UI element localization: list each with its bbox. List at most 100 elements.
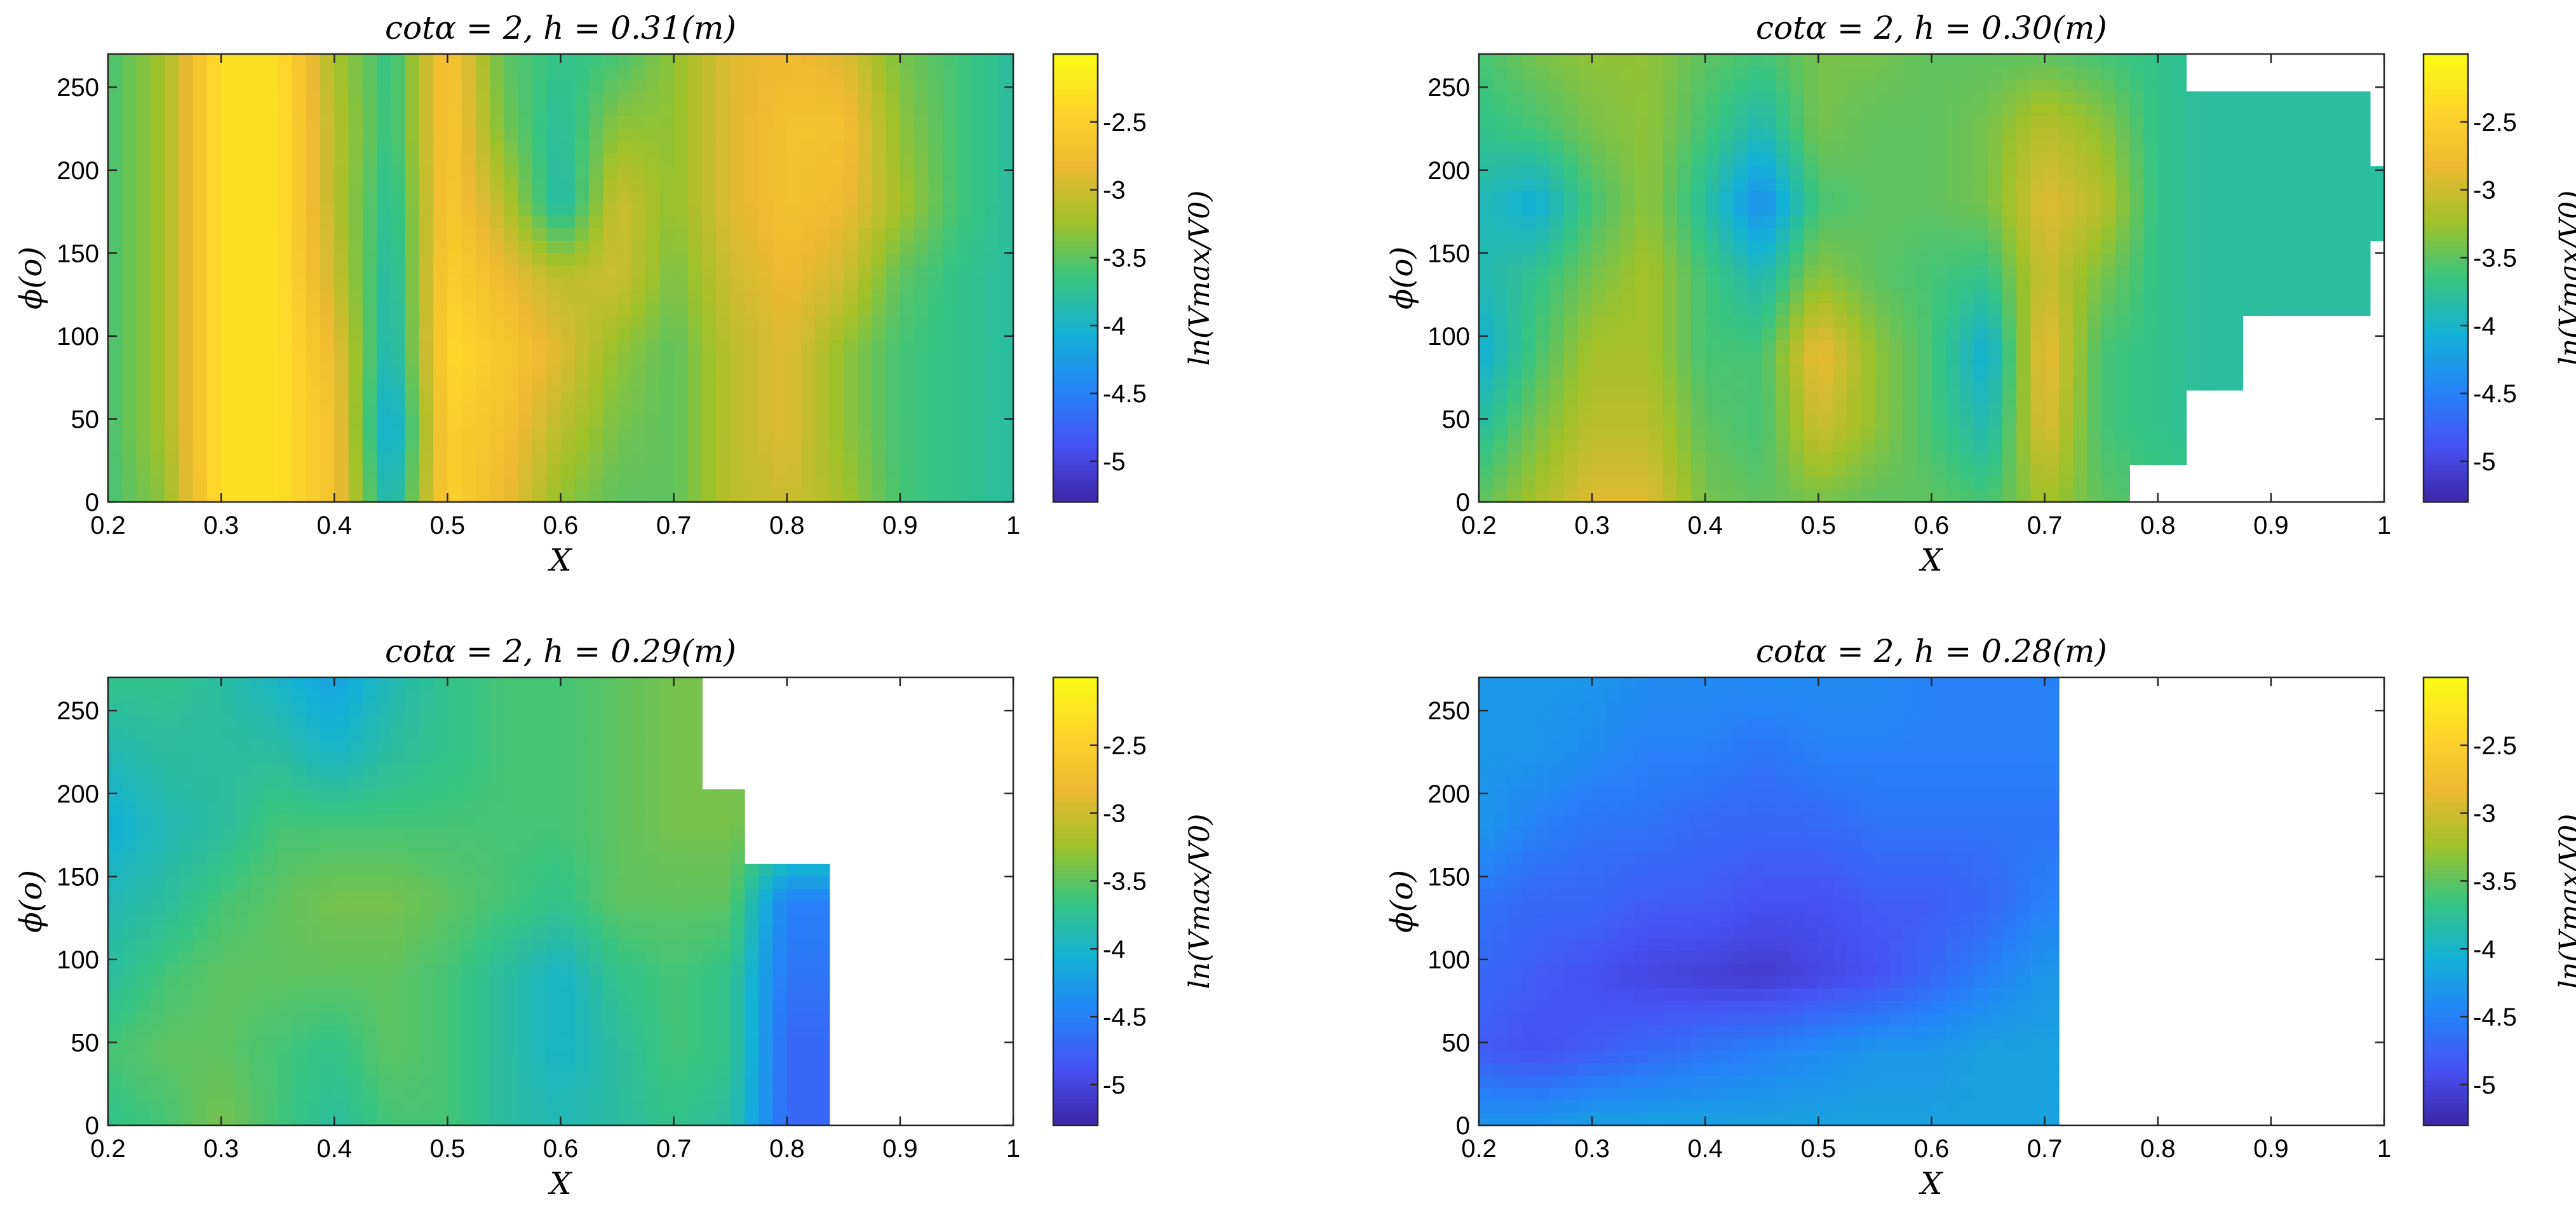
colorbar-segment — [1053, 390, 1098, 395]
heatmap-cell — [405, 402, 420, 416]
heatmap-cell — [1974, 278, 1989, 291]
heatmap-cell — [1705, 79, 1720, 92]
heatmap-cell — [886, 104, 901, 117]
heatmap-cell — [108, 727, 123, 740]
heatmap-cell — [1606, 489, 1621, 503]
heatmap-cell — [192, 689, 208, 703]
heatmap-cell — [461, 153, 476, 167]
heatmap-cell — [206, 390, 222, 403]
heatmap-cell — [886, 116, 901, 130]
heatmap-cell — [1790, 228, 1805, 241]
heatmap-cell — [1606, 240, 1621, 254]
heatmap-cell — [2016, 440, 2032, 453]
heatmap-cell — [2356, 166, 2371, 179]
heatmap-cell — [278, 689, 293, 703]
heatmap-cell — [1493, 104, 1508, 117]
heatmap-cell — [2058, 104, 2074, 117]
heatmap-cell — [1846, 427, 1861, 440]
heatmap-cell — [306, 689, 321, 703]
heatmap-cell — [206, 452, 222, 466]
heatmap-cell — [306, 377, 321, 391]
heatmap-cell — [589, 727, 604, 740]
heatmap-cell — [1903, 302, 1919, 316]
heatmap-cell — [1974, 215, 1989, 229]
heatmap-cell — [192, 166, 208, 179]
heatmap-cell — [560, 714, 576, 728]
heatmap-cell — [1634, 253, 1649, 266]
heatmap-cell — [956, 440, 972, 453]
heatmap-cell — [2214, 191, 2229, 204]
heatmap-cell — [1705, 440, 1720, 453]
heatmap-cell — [1762, 489, 1777, 503]
heatmap-cell — [1620, 302, 1635, 316]
heatmap-cell — [1889, 265, 1904, 279]
heatmap-cell — [391, 414, 406, 428]
heatmap-cell — [1804, 427, 1819, 440]
heatmap-cell — [1690, 464, 1706, 478]
heatmap-cell — [645, 91, 661, 105]
heatmap-cell — [419, 739, 434, 753]
heatmap-cell — [2058, 265, 2074, 279]
heatmap-cell — [1846, 203, 1861, 217]
heatmap-cell — [2270, 178, 2286, 192]
heatmap-cell — [631, 677, 646, 691]
heatmap-cell — [1988, 116, 2003, 130]
heatmap-cell — [2186, 91, 2201, 105]
heatmap-cell — [956, 402, 972, 416]
heatmap-cell — [1960, 116, 1975, 130]
heatmap-cell — [2058, 278, 2074, 291]
heatmap-cell — [278, 764, 293, 778]
heatmap-cell — [2115, 278, 2131, 291]
heatmap-cell — [716, 427, 731, 440]
heatmap-cell — [192, 191, 208, 204]
heatmap-cell — [631, 91, 646, 105]
heatmap-cell — [263, 128, 278, 142]
heatmap-cell — [1903, 79, 1919, 92]
colorbar-segment — [2424, 444, 2468, 449]
heatmap-cell — [603, 402, 618, 416]
heatmap-cell — [716, 91, 731, 105]
heatmap-cell — [603, 440, 618, 453]
heatmap-cell — [645, 104, 661, 117]
heatmap-cell — [1762, 427, 1777, 440]
heatmap-cell — [2016, 191, 2032, 204]
heatmap-cell — [292, 340, 307, 353]
heatmap-cell — [645, 489, 661, 503]
heatmap-cell — [603, 178, 618, 192]
heatmap-cell — [2143, 128, 2159, 142]
heatmap-cell — [546, 54, 562, 67]
heatmap-cell — [744, 452, 760, 466]
heatmap-cell — [2327, 290, 2343, 304]
heatmap-cell — [1889, 253, 1904, 266]
heatmap-cell — [475, 228, 490, 241]
heatmap-cell — [1945, 141, 1960, 154]
heatmap-cell — [2285, 265, 2300, 279]
heatmap-cell — [292, 327, 307, 341]
heatmap-cell — [278, 166, 293, 179]
heatmap-cell — [1705, 240, 1720, 254]
heatmap-cell — [391, 353, 406, 366]
heatmap-cell — [206, 166, 222, 179]
heatmap-cell — [546, 477, 562, 491]
heatmap-cell — [2002, 228, 2017, 241]
heatmap-cell — [179, 390, 194, 403]
heatmap-cell — [377, 714, 392, 728]
heatmap-cell — [1917, 390, 1932, 403]
colorbar-segment — [1053, 479, 1098, 485]
heatmap-cell — [2270, 191, 2286, 204]
x-tick-label: 1 — [2377, 512, 2391, 539]
heatmap-cell — [2214, 141, 2229, 154]
heatmap-cell — [377, 191, 392, 204]
heatmap-cell — [2058, 452, 2074, 466]
heatmap-cell — [1917, 340, 1932, 353]
heatmap-cell — [730, 340, 745, 353]
heatmap-cell — [377, 302, 392, 316]
heatmap-cell — [2214, 315, 2229, 329]
heatmap-cell — [1861, 327, 1876, 341]
heatmap-cell — [631, 240, 646, 254]
heatmap-cell — [1592, 191, 1607, 204]
heatmap-cell — [914, 402, 929, 416]
heatmap-cell — [1748, 290, 1763, 304]
heatmap-cell — [391, 166, 406, 179]
heatmap-cell — [475, 178, 490, 192]
